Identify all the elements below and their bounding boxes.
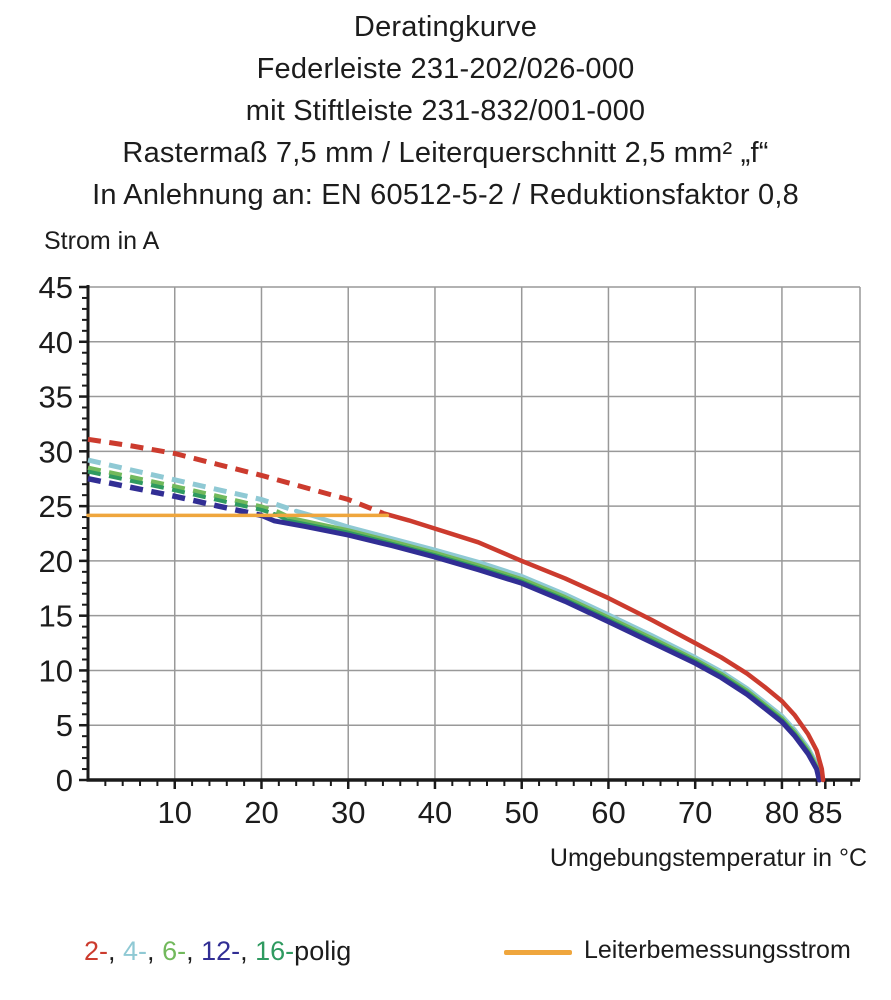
legend-rated-current: Leiterbemessungsstrom xyxy=(504,936,851,965)
svg-text:25: 25 xyxy=(39,489,73,524)
legend-separator: , xyxy=(186,936,202,966)
legend-suffix: polig xyxy=(294,936,352,966)
svg-text:45: 45 xyxy=(39,270,73,305)
legend-pole-6: 6- xyxy=(162,936,187,966)
y-axis-label: Strom in A xyxy=(44,227,160,255)
legend-separator: , xyxy=(240,936,256,966)
title-line-1: Deratingkurve xyxy=(353,11,538,43)
legend-poles: 2-, 4-, 6-, 12-, 16-polig xyxy=(84,936,351,967)
svg-text:20: 20 xyxy=(39,544,73,579)
legend-pole-16: 16- xyxy=(255,936,295,966)
title-line-3: mit Stiftleiste 231-832/001-000 xyxy=(245,95,646,127)
x-axis-label: Umgebungstemperatur in °C xyxy=(549,844,867,872)
rated-current-label: Leiterbemessungsstrom xyxy=(584,936,851,964)
grid xyxy=(88,286,861,780)
svg-text:35: 35 xyxy=(39,380,73,415)
svg-text:15: 15 xyxy=(39,599,73,634)
series-16-polig xyxy=(87,469,822,782)
svg-text:85: 85 xyxy=(808,795,842,830)
title-line-4: Rastermaß 7,5 mm / Leiterquerschnitt 2,5… xyxy=(122,137,769,169)
svg-text:80: 80 xyxy=(765,795,799,830)
rated-current-line-swatch xyxy=(504,950,572,955)
svg-text:20: 20 xyxy=(244,795,278,830)
axes xyxy=(79,285,860,789)
svg-text:30: 30 xyxy=(331,795,365,830)
tick-labels: 0 5 10 15 20 25 30 35 40 45 10 20 30 40 50 60 70 80 85 xyxy=(39,270,843,830)
series-4-polig xyxy=(87,457,823,783)
svg-text:5: 5 xyxy=(56,708,73,743)
series-12-polig xyxy=(87,476,822,783)
svg-text:0: 0 xyxy=(56,763,73,798)
svg-text:30: 30 xyxy=(39,434,73,469)
legend-separator: , xyxy=(147,936,163,966)
svg-text:50: 50 xyxy=(504,795,538,830)
svg-text:40: 40 xyxy=(39,325,73,360)
legend-pole-4: 4- xyxy=(123,936,148,966)
chart-title-block: Deratingkurve Federleiste 231-202/026-00… xyxy=(0,6,891,216)
legend-pole-2: 2- xyxy=(84,936,109,966)
title-line-5: In Anlehnung an: EN 60512-5-2 / Reduktio… xyxy=(92,179,799,211)
svg-text:40: 40 xyxy=(418,795,452,830)
svg-text:70: 70 xyxy=(678,795,712,830)
legend-separator: , xyxy=(108,936,124,966)
legend-pole-12: 12- xyxy=(201,936,241,966)
svg-text:60: 60 xyxy=(591,795,625,830)
svg-text:10: 10 xyxy=(157,795,191,830)
series-2-polig xyxy=(87,436,826,783)
svg-text:10: 10 xyxy=(39,653,73,688)
title-line-2: Federleiste 231-202/026-000 xyxy=(256,53,635,85)
